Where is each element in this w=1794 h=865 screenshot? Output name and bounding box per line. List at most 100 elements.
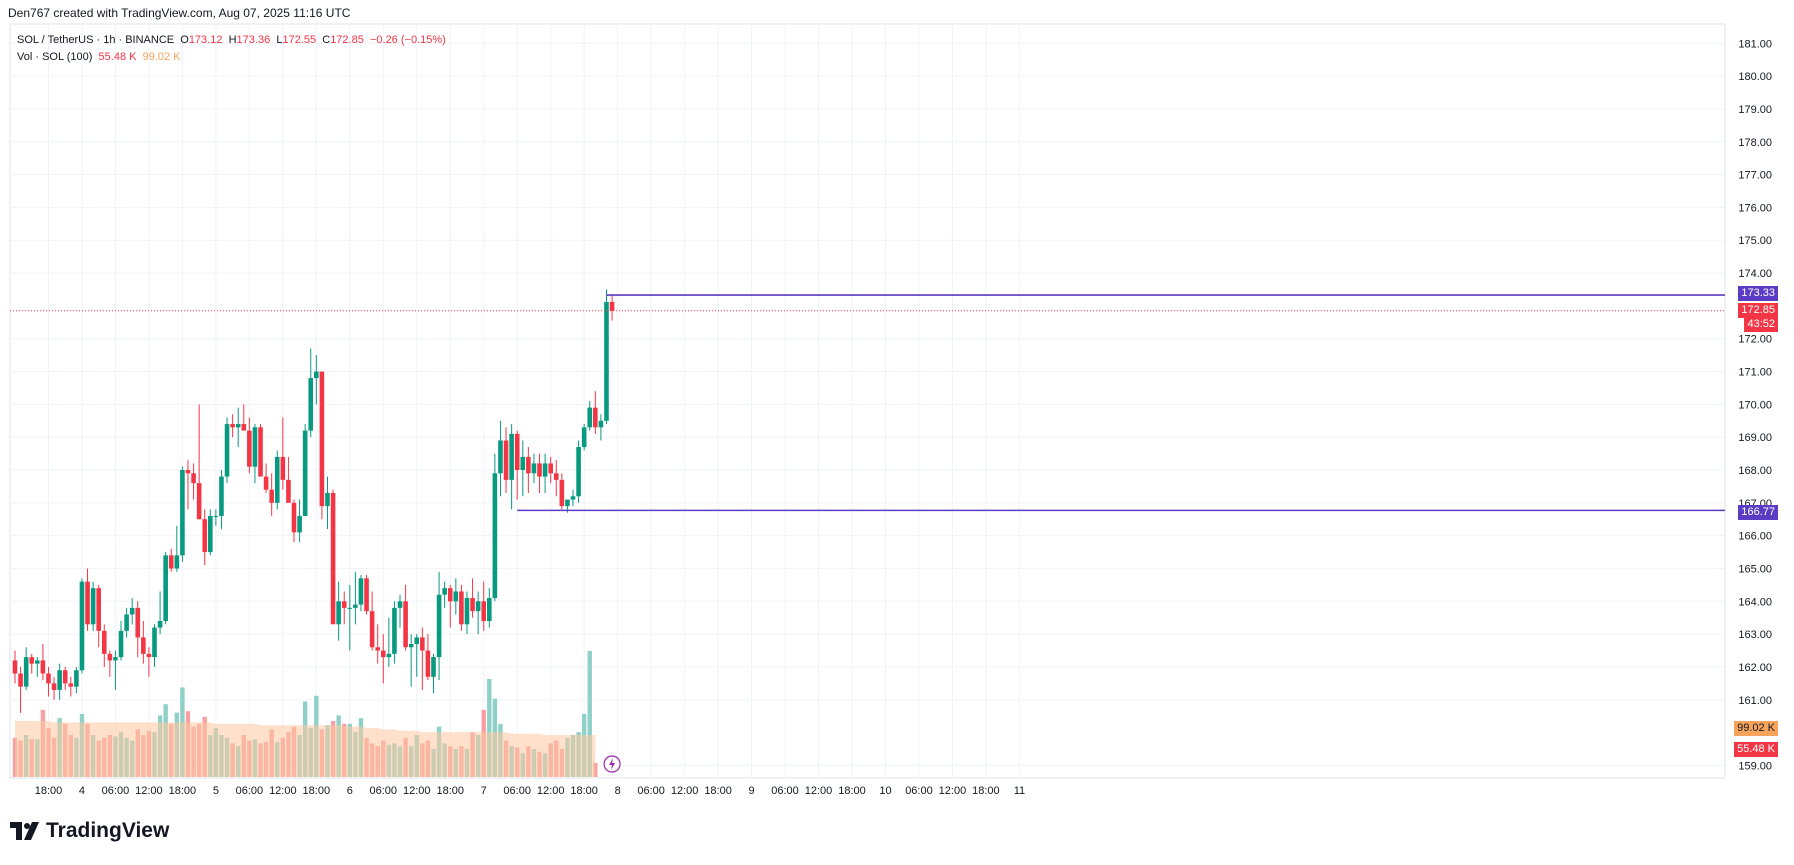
countdown-tag: 43:52 <box>1744 317 1778 332</box>
time-tick-label: 12:00 <box>805 785 833 797</box>
candle-body <box>553 473 559 480</box>
candle-body <box>336 601 341 625</box>
candle-body <box>79 581 85 671</box>
low-value: 172.55 <box>282 34 317 46</box>
candle-body <box>258 427 263 477</box>
candle-body <box>141 637 146 654</box>
price-tick-label: 164.00 <box>1738 596 1772 608</box>
candle-body <box>18 673 23 687</box>
candle-body <box>208 515 213 553</box>
time-tick-label: 06:00 <box>905 785 933 797</box>
time-tick-label: 12:00 <box>403 785 431 797</box>
candle-body <box>576 447 581 497</box>
candle-body <box>548 463 553 474</box>
candle-body <box>403 601 408 648</box>
candle-body <box>35 660 40 664</box>
candle-body <box>369 611 375 648</box>
candle-body <box>241 424 247 431</box>
candle-body <box>453 591 459 602</box>
plot-frame <box>9 23 1726 779</box>
candle-body <box>96 588 101 631</box>
price-tick-label: 166.00 <box>1738 531 1772 543</box>
time-tick-label: 10 <box>879 785 891 797</box>
candle-body <box>520 456 526 471</box>
price-tick-label: 163.00 <box>1738 629 1772 641</box>
candle-body <box>609 301 615 311</box>
candle-body <box>185 470 191 474</box>
candle-body <box>414 637 420 644</box>
time-tick-label: 9 <box>748 785 754 797</box>
time-tick-label: 8 <box>615 785 621 797</box>
grid <box>9 23 1726 779</box>
tradingview-logo[interactable]: TradingView <box>10 819 169 843</box>
candle-body <box>113 657 118 661</box>
volume-ma-area <box>15 721 596 777</box>
candle-body <box>224 424 230 477</box>
last-price-tag: 172.85 <box>1738 303 1778 318</box>
price-tick-label: 165.00 <box>1738 563 1772 575</box>
candle-body <box>537 463 542 477</box>
legend-volume: Vol · SOL (100) 55.48 K 99.02 K <box>17 51 181 63</box>
volume-bar <box>487 679 492 777</box>
price-tick-label: 174.00 <box>1738 268 1772 280</box>
close-label: C <box>322 34 331 46</box>
candle-body <box>40 660 46 674</box>
candle-body <box>291 502 297 533</box>
legend-ohlc: SOL / TetherUS · 1h · BINANCE O173.12 H1… <box>17 34 446 46</box>
time-tick-label: 12:00 <box>671 785 699 797</box>
candle-body <box>464 598 470 625</box>
candle-body <box>353 604 358 608</box>
candle-body <box>408 643 414 648</box>
time-tick-label: 18:00 <box>35 785 63 797</box>
candle-body <box>23 657 29 687</box>
level-low-tag: 166.77 <box>1738 505 1778 520</box>
candle-body <box>470 598 475 612</box>
candle-body <box>62 670 68 684</box>
candle-body <box>565 499 570 507</box>
candle-body <box>308 378 314 431</box>
time-tick-label: 06:00 <box>370 785 398 797</box>
volume-value: 55.48 K <box>98 51 137 63</box>
candle-body <box>168 555 174 569</box>
price-tick-label: 181.00 <box>1738 38 1772 50</box>
candle-body <box>593 407 598 428</box>
candle-body <box>252 427 258 467</box>
candle-body <box>358 578 364 605</box>
candle-body <box>341 601 347 608</box>
time-tick-label: 18:00 <box>169 785 197 797</box>
time-tick-label: 06:00 <box>637 785 665 797</box>
candle-body <box>587 407 593 428</box>
price-tick-label: 162.00 <box>1738 662 1772 674</box>
candle-body <box>101 630 107 654</box>
price-tick-label: 180.00 <box>1738 71 1772 83</box>
candle-body <box>559 479 565 507</box>
candles <box>12 289 615 713</box>
candle-body <box>598 420 604 428</box>
candle-body <box>280 456 286 480</box>
time-tick-label: 06:00 <box>503 785 531 797</box>
lightning-bolt <box>609 758 616 770</box>
time-tick-label: 06:00 <box>102 785 130 797</box>
candle-body <box>319 371 325 507</box>
volume-tag: 55.48 K <box>1734 742 1778 757</box>
time-tick-label: 12:00 <box>939 785 967 797</box>
candle-body <box>297 515 302 533</box>
axes: 181.00 180.00 179.00 178.00 177.00 176.00 175.… <box>35 38 1772 797</box>
candle-body <box>425 650 431 677</box>
candle-body <box>503 440 509 480</box>
time-tick-label: 12:00 <box>135 785 163 797</box>
time-tick-label: 18:00 <box>436 785 464 797</box>
candle-body <box>514 433 520 471</box>
candle-body <box>526 456 531 474</box>
time-tick-label: 18:00 <box>972 785 1000 797</box>
candle-body <box>375 647 380 651</box>
candle-body <box>124 614 129 631</box>
time-tick-label: 11 <box>1014 785 1025 797</box>
candle-body <box>314 371 319 379</box>
candle-body <box>213 515 219 517</box>
time-tick-label: 7 <box>481 785 487 797</box>
low-label: L <box>276 34 283 46</box>
price-tick-label: 170.00 <box>1738 399 1772 411</box>
candle-body <box>509 433 514 480</box>
